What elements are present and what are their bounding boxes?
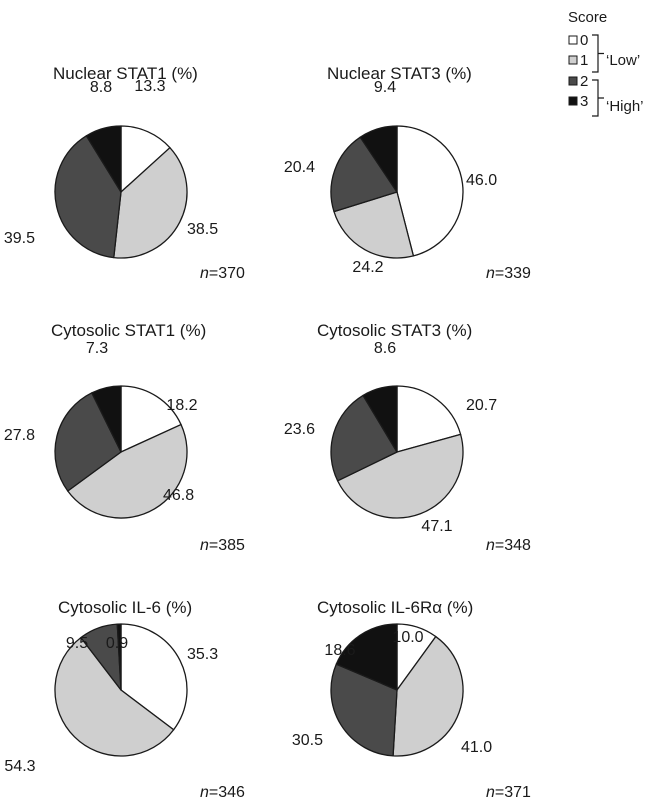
pie-slice-score-1 <box>113 147 188 259</box>
pie-slice-score-0 <box>120 623 188 731</box>
legend-group-label: ‘High’ <box>606 98 644 115</box>
sample-size-label: n=348 <box>486 537 531 554</box>
slice-value-label: 13.3 <box>134 78 165 95</box>
legend-title: Score <box>568 9 607 26</box>
legend-item: 1 <box>568 52 588 69</box>
chart-title: Cytosolic STAT3 (%) <box>317 321 472 340</box>
slice-value-label: 24.2 <box>352 259 383 276</box>
sample-size-label: n=339 <box>486 265 531 282</box>
pie-slice-score-3 <box>91 385 122 453</box>
pie-chart: Cytosolic STAT3 (%) 20.7 47.1 23.6 8.6 n=348 <box>284 321 531 554</box>
legend-score-label: 1 <box>580 52 588 69</box>
pie-slice-score-3 <box>335 623 398 691</box>
slice-value-label: 27.8 <box>4 427 35 444</box>
legend-score-label: 3 <box>580 93 588 110</box>
sample-size-label: n=370 <box>200 265 245 282</box>
slice-value-label: 8.6 <box>374 340 396 357</box>
slice-value-label: 46.0 <box>466 172 497 189</box>
legend-bracket <box>592 34 604 73</box>
legend: Score 0 1 2 3 ‘Low’ ‘High’ <box>568 9 644 117</box>
slice-value-label: 47.1 <box>421 518 452 535</box>
slice-value-label: 46.8 <box>163 487 194 504</box>
slice-value-label: 35.3 <box>187 646 218 663</box>
n-symbol: n <box>200 784 209 801</box>
n-value: =346 <box>209 784 245 801</box>
legend-score-label: 2 <box>580 73 588 90</box>
legend-swatch <box>568 96 578 106</box>
pie-slice-score-1 <box>67 423 188 519</box>
pie-slice-score-3 <box>85 125 122 193</box>
slice-value-label: 39.5 <box>4 230 35 247</box>
n-value: =385 <box>209 537 245 554</box>
legend-bracket <box>592 79 604 117</box>
pie-slice-score-0 <box>396 385 462 453</box>
legend-item: 0 <box>568 32 588 49</box>
pie-chart: Nuclear STAT1 (%)13.3 38.5 39.5 8.8 n=370 <box>4 64 245 282</box>
chart-title: Nuclear STAT3 (%) <box>327 64 472 83</box>
legend-swatch <box>568 35 578 45</box>
slice-value-label: 0.9 <box>106 635 128 652</box>
charts-group: Nuclear STAT1 (%)13.338.539.58.8n=370Nuc… <box>4 64 531 801</box>
legend-group: ‘High’ <box>592 79 644 117</box>
pie-slice-score-2 <box>330 663 398 757</box>
sample-size-label: n=385 <box>200 537 245 554</box>
n-value: =339 <box>495 265 531 282</box>
n-value: =371 <box>495 784 531 801</box>
slice-value-label: 9.5 <box>66 635 88 652</box>
slice-value-label: 38.5 <box>187 221 218 238</box>
n-symbol: n <box>486 784 495 801</box>
chart-title: Nuclear STAT1 (%) <box>53 64 198 83</box>
slice-value-label: 7.3 <box>86 340 108 357</box>
pie-slice-score-1 <box>392 635 464 757</box>
slice-value-label: 20.4 <box>284 159 315 176</box>
slice-value-label: 8.8 <box>90 79 112 96</box>
pie-slice-score-2 <box>330 136 398 213</box>
pie-slice-score-2 <box>54 392 122 492</box>
pie-slice-score-0 <box>120 125 171 193</box>
n-symbol: n <box>200 265 209 282</box>
slice-value-label: 9.4 <box>374 79 396 96</box>
legend-score-label: 0 <box>580 32 588 49</box>
pie-chart: Cytosolic STAT1 (%) 18.2 46.8 27.8 7.3 n=385 <box>4 321 245 554</box>
pie-slice-score-1 <box>333 191 415 259</box>
pie-slice-score-3 <box>359 125 398 193</box>
pie-slice-score-1 <box>336 433 464 519</box>
pie-chart: Cytosolic IL-6Rα (%) 10.0 41.0 30.5 18.6 n=37… <box>292 598 531 801</box>
n-value: =348 <box>495 537 531 554</box>
sample-size-label: n=346 <box>200 784 245 801</box>
chart-title: Cytosolic IL-6 (%) <box>58 598 192 617</box>
legend-group-label: ‘Low’ <box>606 52 640 69</box>
chart-title: Cytosolic IL-6Rα (%) <box>317 598 473 617</box>
n-symbol: n <box>486 265 495 282</box>
pie-slice-score-3 <box>362 385 398 453</box>
legend-swatch <box>568 76 578 86</box>
legend-swatch <box>568 55 578 65</box>
n-symbol: n <box>486 537 495 554</box>
slice-value-label: 20.7 <box>466 397 497 414</box>
slice-value-label: 10.0 <box>392 629 423 646</box>
sample-size-label: n=371 <box>486 784 531 801</box>
slice-value-label: 23.6 <box>284 421 315 438</box>
slice-value-label: 18.6 <box>324 642 355 659</box>
slice-value-label: 18.2 <box>166 397 197 414</box>
n-value: =370 <box>209 265 245 282</box>
pie-slice-score-2 <box>330 394 398 482</box>
slice-value-label: 30.5 <box>292 732 323 749</box>
pie-chart: Cytosolic IL-6 (%) 35.3 54.3 9.5 0.9 n=346 <box>4 598 245 801</box>
pie-slice-score-0 <box>396 125 464 257</box>
n-symbol: n <box>200 537 209 554</box>
legend-item: 2 <box>568 73 588 90</box>
slice-value-label: 54.3 <box>4 758 35 775</box>
pie-chart: Nuclear STAT3 (%) 46.0 24.2 20.4 9.4 n=339 <box>284 64 531 282</box>
legend-item: 3 <box>568 93 588 110</box>
legend-group: ‘Low’ <box>592 34 640 73</box>
chart-title: Cytosolic STAT1 (%) <box>51 321 206 340</box>
pie-slice-score-1 <box>54 636 175 757</box>
pie-slice-score-0 <box>120 385 182 453</box>
pie-slice-score-3 <box>116 623 122 691</box>
slice-value-label: 41.0 <box>461 739 492 756</box>
